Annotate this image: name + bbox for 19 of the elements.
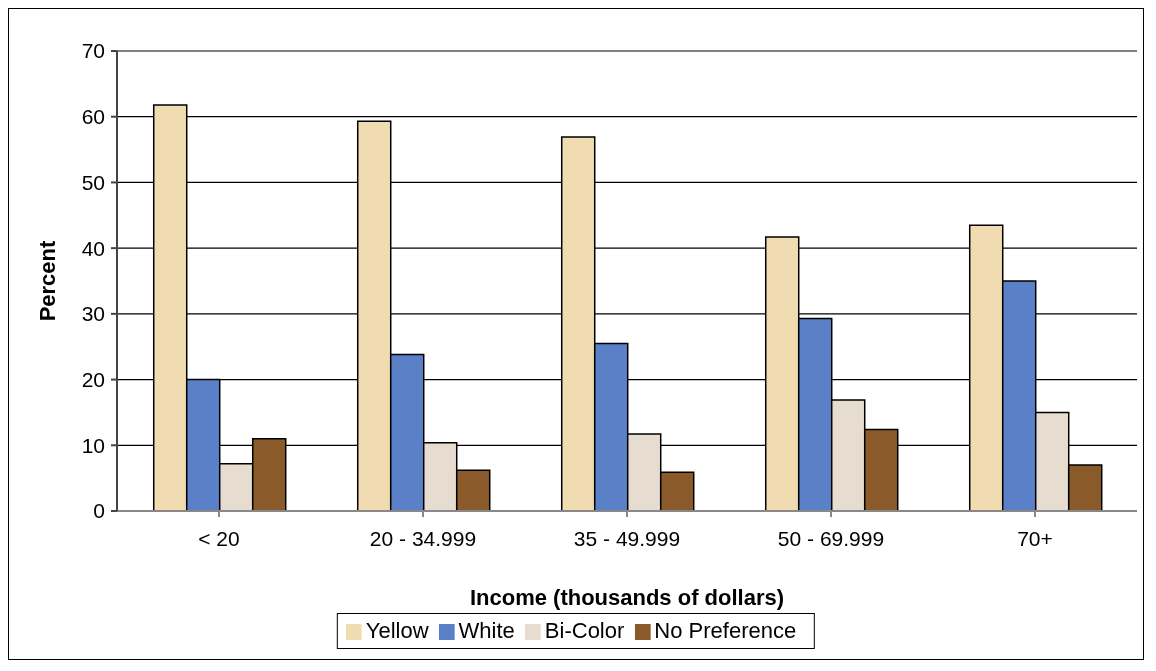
legend-label: Bi-Color <box>544 618 625 643</box>
y-tick-label: 0 <box>93 499 105 523</box>
x-tick-label: 70+ <box>1017 526 1053 550</box>
x-tick-label: < 20 <box>198 526 240 550</box>
y-tick-label: 50 <box>81 170 105 194</box>
x-axis-title: Income (thousands of dollars) <box>469 585 785 610</box>
y-tick-label: 10 <box>81 433 105 457</box>
legend-label: Yellow <box>365 618 429 643</box>
y-tick-label: 30 <box>81 302 105 326</box>
y-tick-label: 20 <box>81 368 105 392</box>
y-axis-title: Percent <box>34 239 60 322</box>
y-tick-label: 70 <box>81 39 105 63</box>
x-tick-label: 20 - 34.999 <box>369 526 477 550</box>
x-tick-label: 35 - 49.999 <box>573 526 681 550</box>
legend-label: No Preference <box>654 618 797 643</box>
y-tick-label: 40 <box>81 236 105 260</box>
x-tick-label: 50 - 69.999 <box>777 526 885 550</box>
legend-label: White <box>458 618 515 643</box>
y-tick-label: 60 <box>81 105 105 129</box>
